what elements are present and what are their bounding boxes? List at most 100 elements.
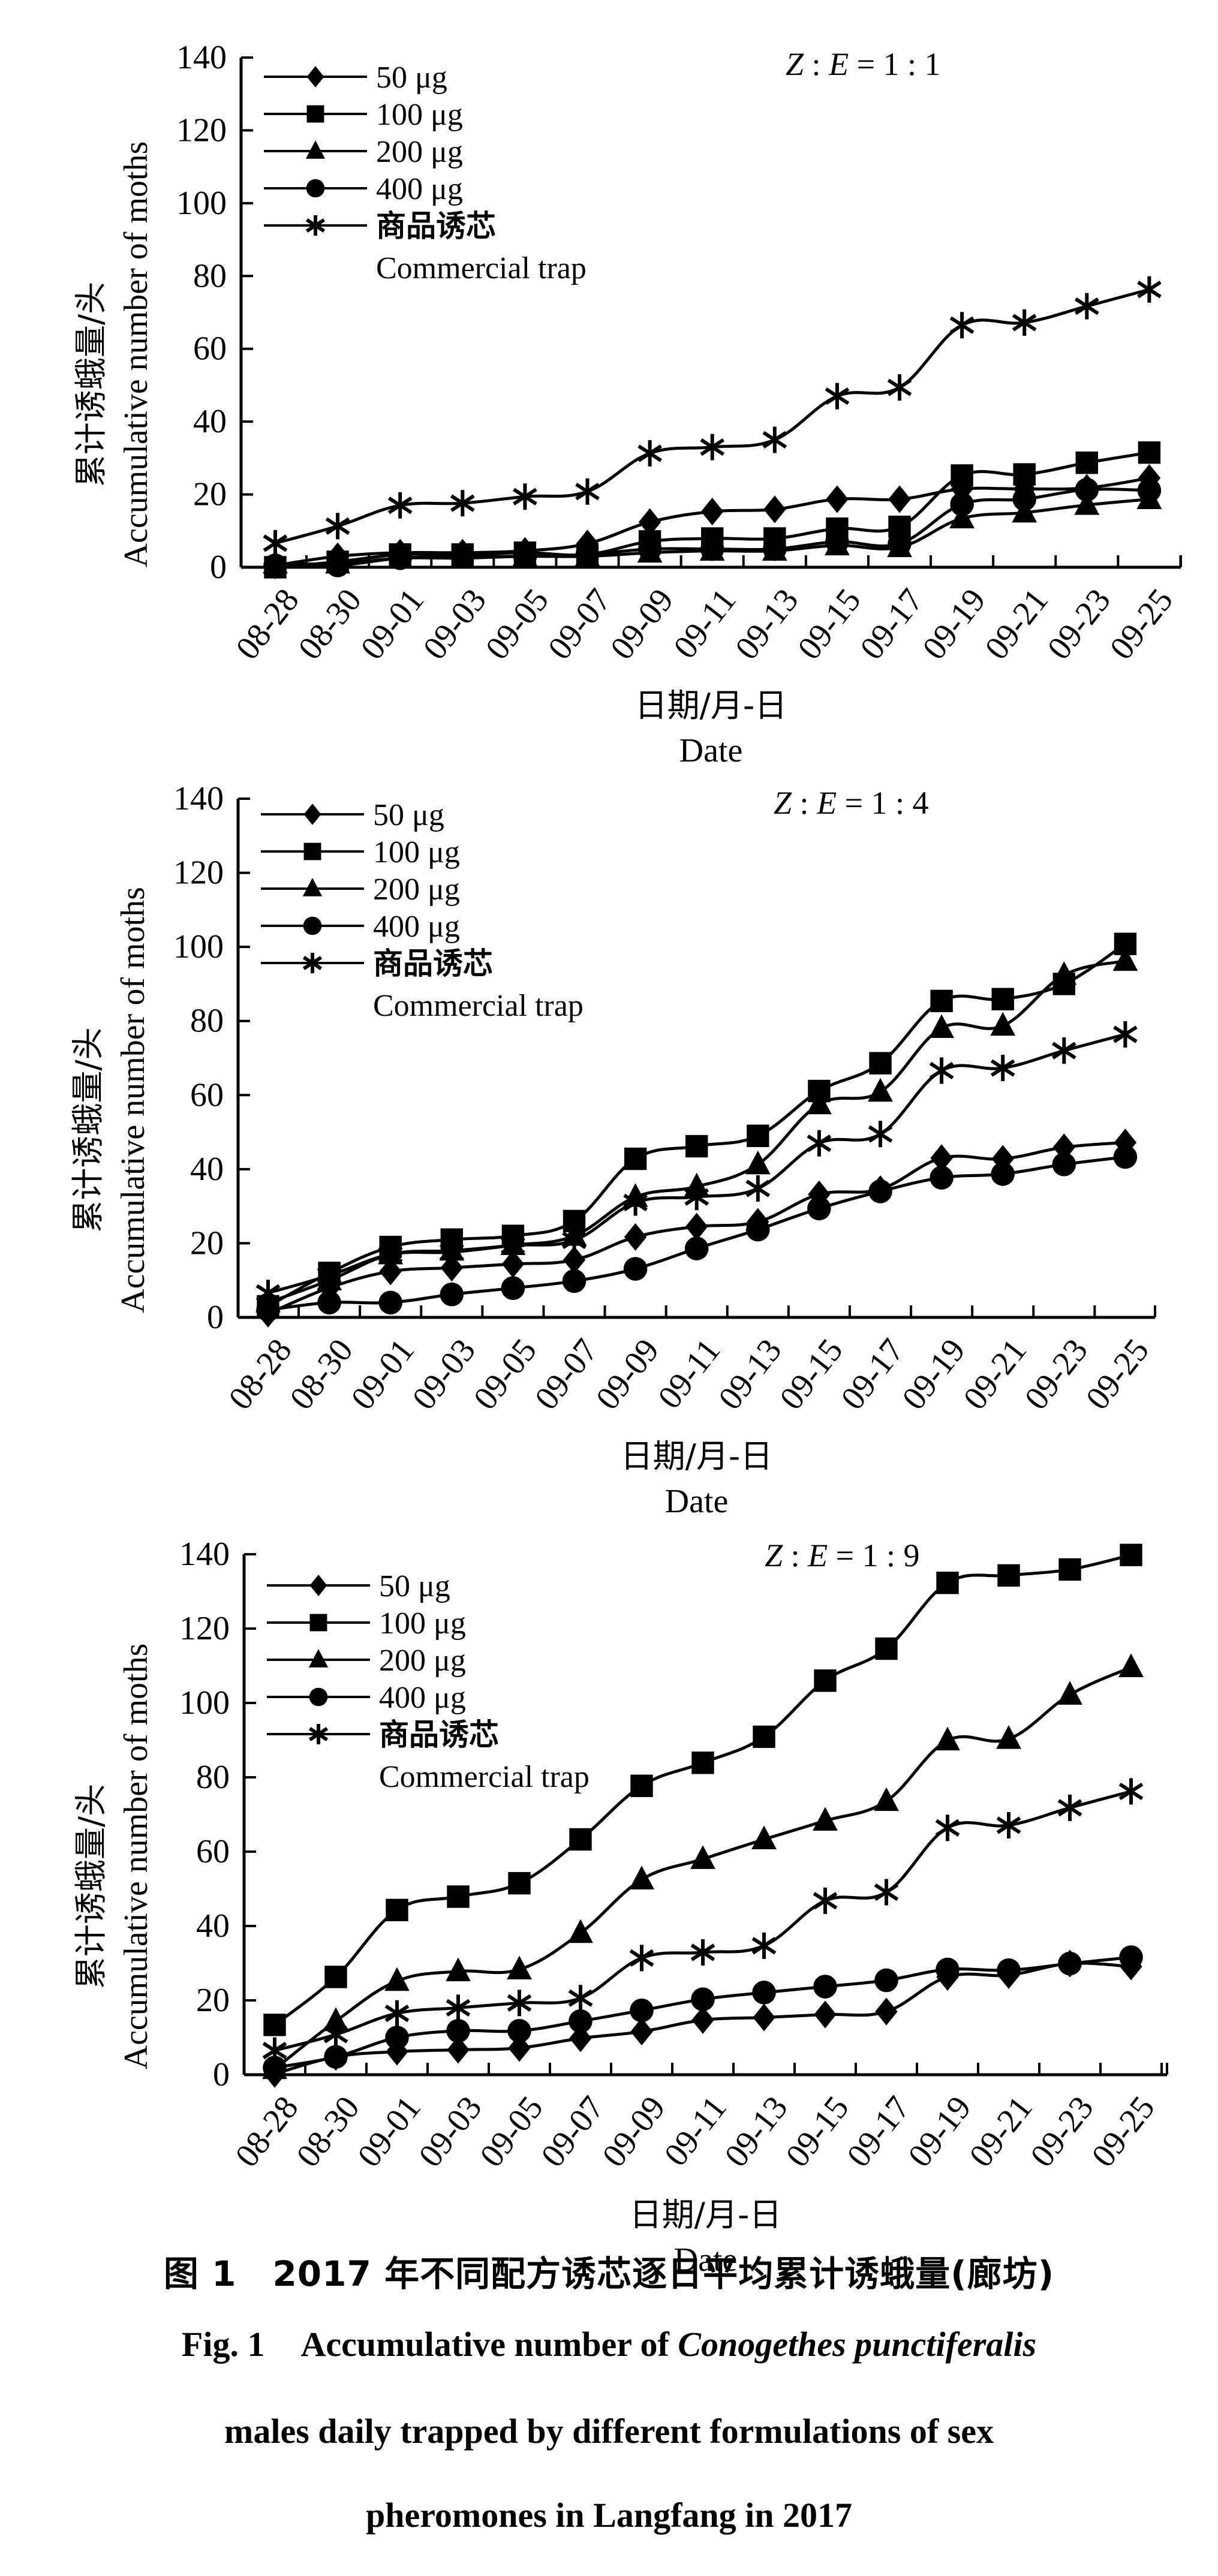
point-circle	[562, 1269, 587, 1293]
point-circle	[991, 1162, 1015, 1186]
x-tick-label: 09-01	[350, 2089, 428, 2174]
legend-label: 400 μg	[376, 172, 463, 206]
point-circle	[684, 1236, 709, 1260]
caption-en-line2: males daily trapped by different formula…	[224, 2412, 994, 2451]
point-triangle	[323, 2007, 348, 2032]
legend-label: 50 μg	[379, 1569, 450, 1603]
point-circle	[930, 1166, 954, 1190]
legend-item-5: 商品诱芯 Commercial trap	[267, 1717, 590, 1794]
point-triangle	[1057, 1681, 1082, 1705]
point-circle	[569, 2009, 593, 2033]
legend-label: 400 μg	[379, 1681, 466, 1715]
legend-circle-icon	[306, 179, 325, 198]
y-axis-title-en: Accumulative number of moths	[118, 142, 155, 568]
y-tick-label: 60	[196, 1833, 230, 1870]
ratio-z: Z	[765, 1537, 783, 1573]
point-square	[930, 989, 953, 1013]
legend-label: 商品诱芯	[376, 209, 496, 243]
point-asterisk	[568, 1985, 593, 2012]
point-circle	[575, 542, 600, 567]
point-diamond	[691, 2006, 714, 2034]
ratio-sep: :	[792, 785, 817, 821]
legend-label: 商品诱芯	[373, 946, 493, 981]
point-asterisk	[813, 1887, 838, 1914]
point-circle	[317, 1290, 341, 1315]
point-diamond	[753, 2003, 775, 2032]
x-tick-label: 09-17	[853, 582, 930, 666]
point-triangle	[929, 1014, 954, 1038]
x-tick-label: 09-11	[666, 582, 743, 665]
x-tick-label: 08-28	[228, 2089, 305, 2174]
point-square	[814, 1669, 837, 1692]
point-diamond	[991, 1145, 1014, 1173]
x-tick-label: 09-03	[411, 2089, 489, 2174]
point-diamond	[685, 1212, 708, 1241]
legend-label-en: Commercial trap	[376, 251, 587, 285]
legend-item-3: 200 μg	[264, 135, 463, 169]
point-triangle	[629, 1865, 654, 1889]
point-square	[263, 2014, 286, 2036]
point-asterisk	[439, 1239, 464, 1266]
series-4	[263, 1945, 1143, 2080]
legend-item-1: 50 μg	[264, 61, 447, 95]
x-tick-label: 09-19	[895, 1332, 973, 1416]
caption-cn-fig: 图 1	[163, 2253, 237, 2294]
ratio-e: E	[828, 46, 849, 82]
legend-circle-icon	[309, 1687, 328, 1707]
point-asterisk	[1137, 276, 1162, 303]
legend-square-icon	[309, 1614, 327, 1632]
point-asterisk	[751, 1932, 777, 1959]
y-tick-label: 100	[179, 1684, 230, 1722]
point-asterisk	[684, 1184, 709, 1211]
legend-label: 50 μg	[373, 798, 444, 832]
point-circle	[1119, 1945, 1143, 1969]
x-tick-label: 08-28	[221, 1332, 299, 1416]
point-asterisk	[929, 1057, 954, 1084]
point-asterisk	[762, 426, 787, 453]
chart-3: 02040608010012014008-2808-3009-0109-0309…	[72, 1536, 1168, 2279]
chart-2: 02040608010012014008-2808-3009-0109-0309…	[69, 780, 1156, 1520]
x-tick-label: 09-09	[589, 1332, 666, 1416]
series-5	[263, 276, 1162, 556]
x-tick-label: 08-30	[291, 582, 369, 666]
point-triangle	[1118, 1653, 1144, 1677]
series-5	[255, 1021, 1138, 1307]
x-tick-label: 09-11	[651, 1332, 727, 1415]
x-tick-label: 09-07	[534, 2089, 611, 2174]
point-asterisk	[629, 1945, 654, 1972]
legend-item-1: 50 μg	[267, 1569, 450, 1603]
point-square	[747, 1124, 769, 1147]
legend-label: 200 μg	[379, 1644, 466, 1678]
point-asterisk	[501, 1232, 525, 1259]
x-tick-label: 09-15	[772, 1332, 850, 1416]
series-4	[256, 1145, 1138, 1322]
ratio-z: Z	[786, 46, 804, 82]
x-tick-label: 08-30	[289, 2089, 366, 2174]
point-triangle	[990, 1012, 1016, 1036]
series-3	[262, 1653, 1144, 2080]
x-tick-label: 08-30	[283, 1332, 360, 1416]
legend-asterisk-icon	[302, 953, 323, 973]
point-square	[508, 1872, 531, 1895]
point-square	[753, 1725, 775, 1749]
point-diamond	[440, 1254, 463, 1282]
y-tick-label: 0	[213, 2056, 230, 2093]
x-tick-label: 09-13	[717, 2089, 795, 2174]
point-circle	[700, 537, 724, 561]
point-asterisk	[874, 1879, 899, 1906]
legend-item-4: 400 μg	[264, 172, 463, 206]
point-asterisk	[949, 312, 975, 339]
y-axis-title-en: Accumulative number of moths	[115, 887, 152, 1313]
point-asterisk	[325, 513, 350, 540]
x-axis-title-cn: 日期/月-日	[621, 1437, 773, 1475]
legend-triangle-icon	[305, 140, 326, 159]
point-diamond	[763, 495, 786, 523]
legend-triangle-icon	[308, 1649, 329, 1668]
point-triangle	[868, 1078, 893, 1102]
point-circle	[1012, 487, 1036, 511]
point-circle	[326, 553, 350, 577]
y-axis-title-cn: 累计诱蛾量/头	[72, 282, 110, 487]
x-tick-label: 09-09	[603, 582, 681, 666]
point-diamond	[563, 1246, 586, 1274]
point-square	[624, 1147, 647, 1170]
